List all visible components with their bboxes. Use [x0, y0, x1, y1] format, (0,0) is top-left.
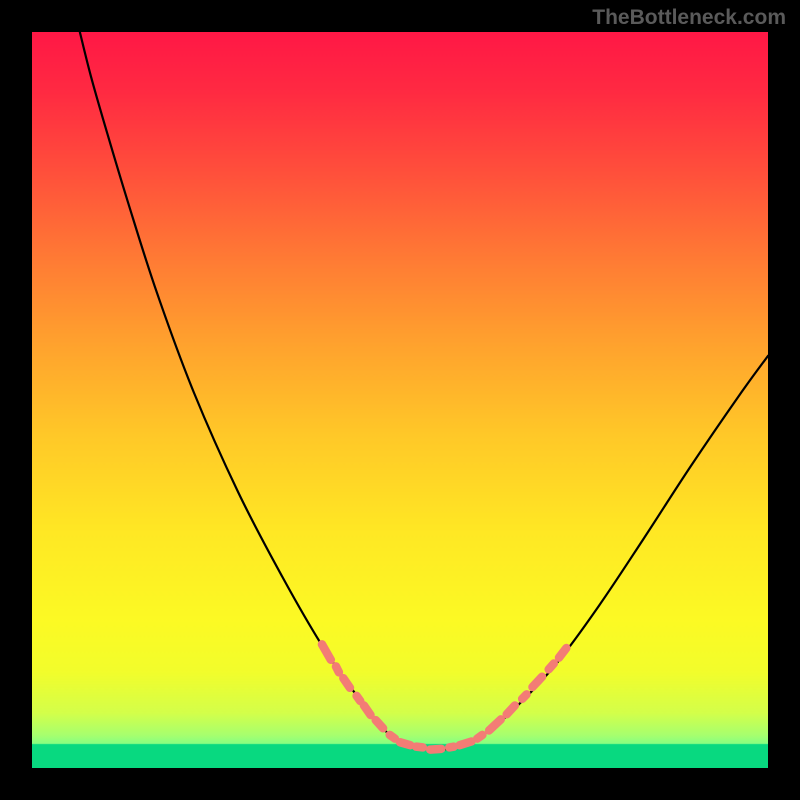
chart-container: TheBottleneck.com	[0, 0, 800, 800]
plot-area	[32, 32, 768, 768]
gradient-background	[32, 32, 768, 768]
watermark-text: TheBottleneck.com	[592, 6, 786, 30]
